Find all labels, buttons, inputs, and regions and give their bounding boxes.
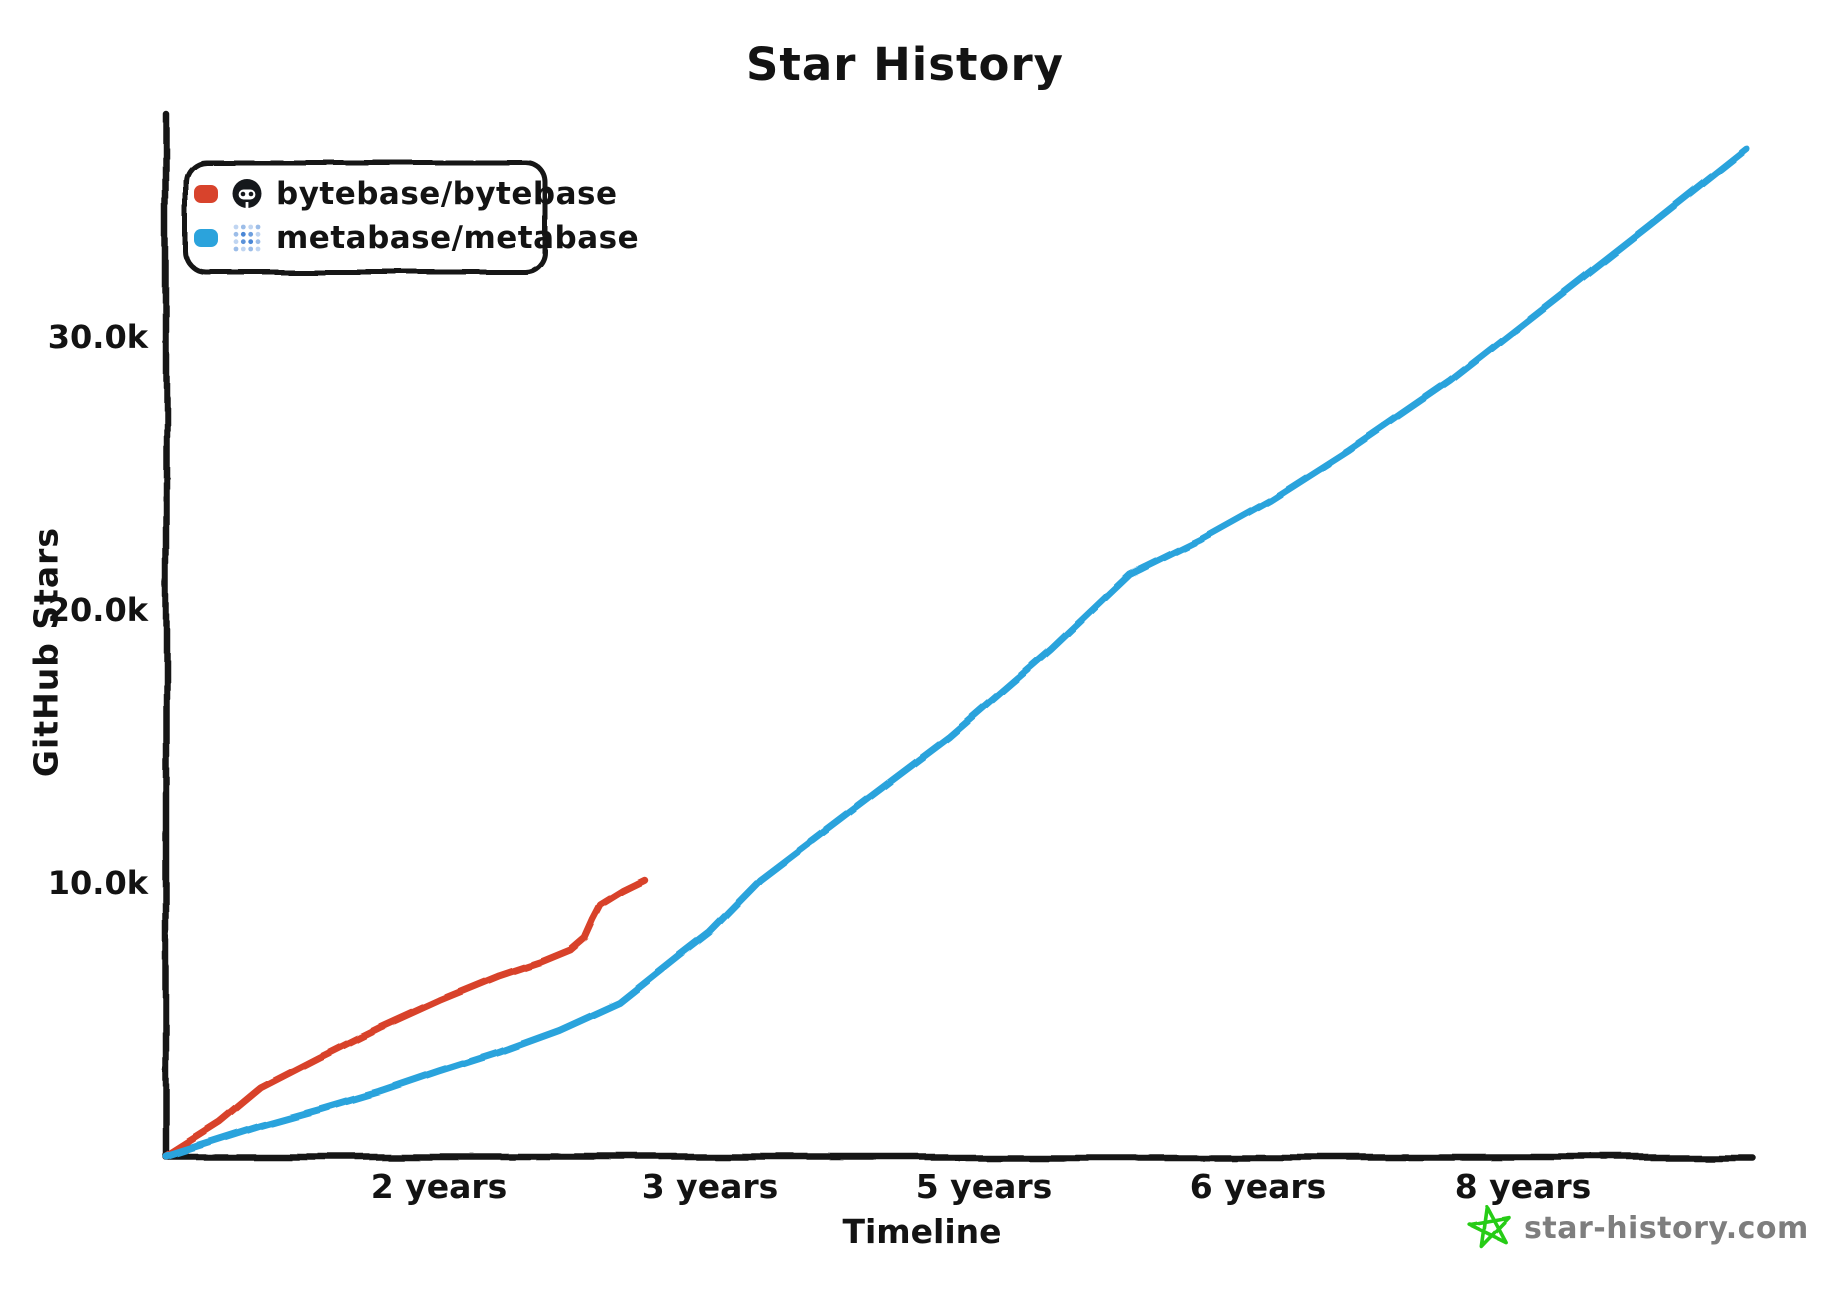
x-tick-label: 2 years (370, 1167, 508, 1206)
legend-item-bytebase: bytebase/bytebase (194, 172, 617, 216)
y-tick-label: 10.0k (47, 864, 148, 902)
legend-label: metabase/metabase (276, 220, 640, 256)
legend-label: bytebase/bytebase (276, 176, 618, 212)
series-line-bytebase (162, 876, 649, 1160)
y-tick-label: 30.0k (47, 318, 148, 356)
bytebase-color-swatch (194, 185, 218, 203)
doodle-star-icon (1467, 1204, 1511, 1248)
series-line-metabase (162, 145, 1750, 1160)
series-lines (162, 145, 1750, 1160)
x-tick-label: 6 years (1189, 1167, 1327, 1206)
x-tick-label: 5 years (915, 1167, 1053, 1206)
y-axis-label: GitHub Stars (26, 526, 66, 778)
legend-item-metabase: metabase/metabase (194, 216, 639, 260)
watermark-link[interactable]: star-history.com (1466, 1202, 1809, 1254)
x-axis-label: Timeline (842, 1212, 1002, 1251)
github-invertocat-avatar-icon (232, 179, 262, 208)
metabase-color-swatch (194, 229, 218, 247)
x-tick-label: 8 years (1454, 1167, 1592, 1206)
metabase-dot-grid-avatar-icon (233, 224, 261, 252)
watermark-label: star-history.com (1524, 1210, 1809, 1246)
y-tick-label: 20.0k (47, 591, 148, 629)
chart-title: Star History (746, 38, 1064, 91)
legend-box (183, 159, 548, 275)
x-tick-label: 3 years (641, 1167, 779, 1206)
